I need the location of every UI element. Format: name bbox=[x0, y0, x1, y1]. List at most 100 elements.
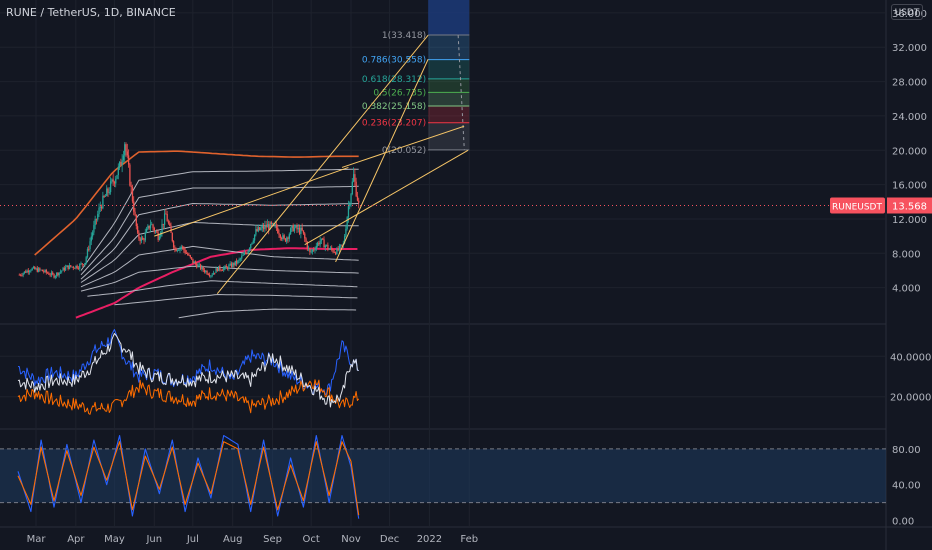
candle-body bbox=[275, 224, 278, 228]
candle-body bbox=[211, 274, 213, 276]
candle-body bbox=[347, 205, 350, 218]
candle-body bbox=[147, 225, 149, 229]
candle-body bbox=[125, 144, 127, 152]
candle-body bbox=[332, 249, 334, 253]
price-axis-tick: 32.000 bbox=[892, 43, 927, 54]
candle-body bbox=[280, 237, 283, 240]
candle-body bbox=[202, 266, 204, 271]
candle-body bbox=[235, 260, 238, 264]
candle-body bbox=[95, 218, 98, 220]
candle-body bbox=[289, 228, 292, 235]
candle-body bbox=[257, 227, 260, 232]
indicator-line bbox=[34, 150, 359, 256]
time-axis-tick: Nov bbox=[341, 534, 361, 545]
price-axis-tick: 16.000 bbox=[892, 181, 927, 192]
candle-body bbox=[298, 227, 301, 234]
symbol-tag-label: RUNEUSDT bbox=[832, 202, 882, 212]
candle-body bbox=[158, 236, 161, 240]
stochastic-axis-tick: 40.00 bbox=[892, 481, 921, 492]
candle-body bbox=[39, 268, 41, 270]
candle-body bbox=[220, 269, 222, 271]
candle-body bbox=[284, 238, 287, 242]
candle-body bbox=[36, 268, 38, 272]
candle-body bbox=[67, 265, 69, 270]
candle-body bbox=[291, 225, 293, 229]
candle-body bbox=[94, 218, 96, 226]
candle-body bbox=[265, 225, 267, 228]
candle-body bbox=[84, 262, 86, 265]
candle-body bbox=[199, 264, 202, 270]
candle-body bbox=[338, 245, 341, 251]
candle-body bbox=[93, 225, 95, 233]
candle-body bbox=[203, 270, 206, 273]
candle-body bbox=[233, 263, 235, 266]
trendline[interactable] bbox=[154, 166, 349, 237]
candle-body bbox=[25, 271, 27, 273]
candle-body bbox=[97, 214, 99, 220]
price-axis-tick: 24.000 bbox=[892, 112, 927, 123]
trendline[interactable] bbox=[341, 125, 465, 168]
candle-body bbox=[256, 229, 258, 232]
fib-zone bbox=[428, 105, 470, 123]
candle-body bbox=[22, 273, 24, 276]
candle-body bbox=[274, 224, 276, 226]
candle-body bbox=[66, 265, 68, 268]
candle-body bbox=[118, 161, 121, 167]
candle-body bbox=[157, 232, 159, 240]
indicator-line bbox=[80, 221, 359, 283]
candle-body bbox=[239, 258, 242, 260]
candle-body bbox=[319, 240, 321, 245]
candle-body bbox=[210, 275, 212, 277]
stochastic-band bbox=[0, 448, 886, 503]
candle-body bbox=[226, 267, 229, 270]
candle-body bbox=[70, 265, 72, 267]
candle-body bbox=[334, 252, 337, 255]
indicator-line bbox=[80, 168, 359, 271]
candle-body bbox=[142, 237, 144, 240]
symbol-tag bbox=[830, 197, 885, 214]
candle-body bbox=[149, 224, 152, 229]
candle-body bbox=[167, 221, 170, 224]
candle-body bbox=[313, 249, 315, 251]
price-axis-tick: 28.000 bbox=[892, 78, 927, 89]
candle-body bbox=[329, 247, 332, 250]
candle-body bbox=[143, 239, 145, 241]
candle-body bbox=[117, 166, 119, 176]
candle-body bbox=[266, 224, 269, 228]
candle-body bbox=[279, 234, 281, 238]
trendline[interactable] bbox=[335, 59, 429, 263]
candle-body bbox=[185, 253, 188, 254]
candle-body bbox=[136, 226, 139, 233]
indicator-line bbox=[87, 280, 358, 297]
candle-body bbox=[135, 214, 137, 227]
candle-body bbox=[341, 244, 343, 246]
candle-body bbox=[296, 225, 298, 230]
candle-body bbox=[183, 247, 185, 251]
indicator-line bbox=[178, 308, 357, 319]
candle-body bbox=[178, 250, 180, 251]
candle-body bbox=[278, 233, 280, 235]
currency-button[interactable]: USDT bbox=[891, 4, 923, 20]
candle-body bbox=[293, 227, 296, 232]
candle-body bbox=[91, 232, 94, 237]
candle-body bbox=[350, 194, 352, 205]
candle-body bbox=[219, 266, 221, 270]
candle-body bbox=[188, 255, 190, 256]
candle-body bbox=[89, 241, 91, 250]
candle-body bbox=[124, 144, 126, 156]
candle-body bbox=[261, 226, 263, 229]
trendline[interactable] bbox=[304, 149, 469, 246]
candle-body bbox=[88, 249, 90, 250]
candle-body bbox=[50, 272, 53, 276]
candle-body bbox=[34, 266, 36, 270]
candle-body bbox=[283, 235, 285, 239]
candle-body bbox=[252, 240, 254, 243]
time-axis-tick: Aug bbox=[223, 534, 243, 545]
candle-body bbox=[304, 233, 306, 239]
trendline[interactable] bbox=[216, 34, 429, 294]
candle-body bbox=[169, 223, 171, 226]
oscillator-series-line bbox=[17, 333, 359, 408]
time-axis-tick: Sep bbox=[263, 534, 282, 545]
candle-body bbox=[253, 234, 256, 241]
